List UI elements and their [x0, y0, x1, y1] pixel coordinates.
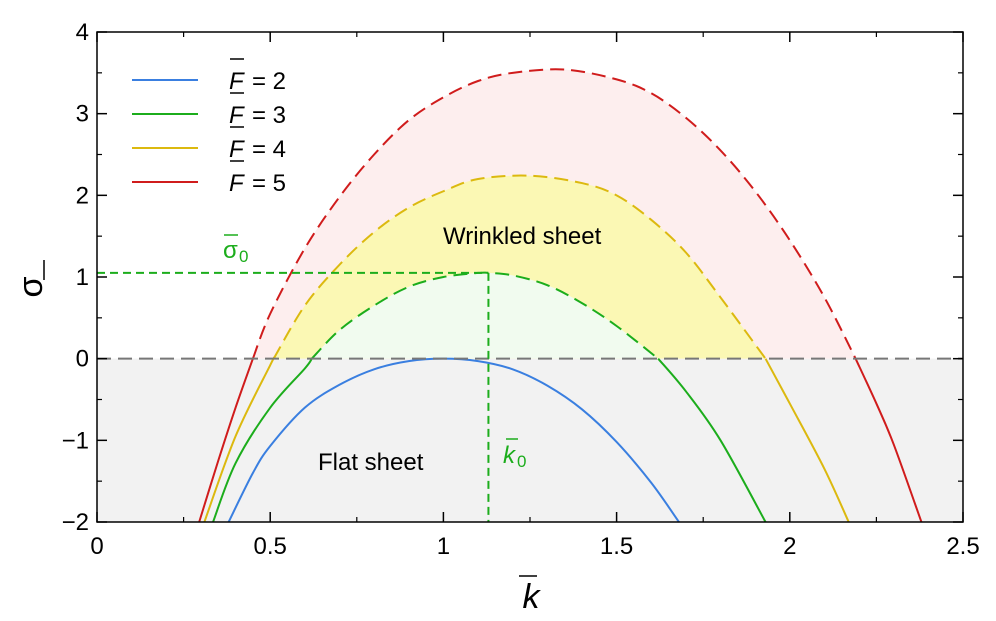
legend-variable: F [229, 170, 245, 197]
reference-lines [97, 271, 963, 522]
y-tick-label: 0 [76, 346, 89, 373]
legend-item: F = 4 [132, 126, 286, 163]
series-line-2-right [764, 358, 850, 523]
x-tick-label: 0.5 [254, 533, 287, 560]
x-axis-label-text: k [523, 578, 542, 616]
sigma0-symbol: σ [223, 237, 238, 264]
legend-item: F = 2 [132, 58, 286, 95]
x-tick-label: 2.5 [946, 533, 979, 560]
series-line-1-left [212, 358, 313, 523]
wrinkled-sheet-label: Wrinkled sheet [443, 223, 602, 250]
sigma0-subscript: 0 [239, 247, 248, 266]
legend-label: = 5 [252, 170, 286, 197]
y-axis-label-text: σ [12, 276, 50, 297]
legend-label: = 2 [252, 68, 286, 95]
x-tick-label: 1.5 [600, 533, 633, 560]
x-axis-label: k [519, 575, 542, 616]
k0-label: k 0 [503, 438, 526, 471]
series-line-3-dashed [251, 68, 857, 360]
series-line-3-right [854, 358, 923, 523]
x-tick-label: 2 [783, 533, 796, 560]
legend-label: = 4 [252, 136, 286, 163]
flat-sheet-label: Flat sheet [318, 449, 424, 476]
k0-symbol: k [503, 442, 517, 469]
series-line-2-dashed [272, 174, 767, 360]
legend-label: = 3 [252, 102, 286, 129]
legend-variable: F [229, 136, 245, 163]
y-tick-label: 4 [76, 19, 89, 46]
k0-subscript: 0 [517, 452, 526, 471]
sigma0-label: σ 0 [223, 234, 248, 266]
series-line-3-left [198, 358, 254, 523]
y-tick-label: −2 [62, 509, 89, 536]
y-tick-label: 2 [76, 182, 89, 209]
green-region-fill [311, 272, 659, 359]
legend-item: F = 3 [132, 92, 286, 129]
flat-region-fill [97, 358, 963, 522]
legend-item: F = 5 [132, 160, 286, 197]
x-tick-label: 1 [437, 533, 450, 560]
region-fills [97, 69, 963, 522]
x-tick-label: 0 [90, 533, 103, 560]
legend-variable: F [229, 68, 245, 95]
legend: F = 2 F = 3 F = 4 F = 5 [132, 58, 286, 197]
y-tick-label: 3 [76, 101, 89, 128]
y-tick-label: 1 [76, 264, 89, 291]
series-line-1-dashed [311, 271, 659, 360]
axis-ticks: 0 0.5 1 1.5 2 2.5 −2 −1 0 1 2 3 4 [62, 19, 980, 560]
legend-variable: F [229, 102, 245, 129]
y-axis-label: σ [12, 260, 50, 297]
y-tick-label: −1 [62, 427, 89, 454]
series-line-1-right [657, 358, 767, 523]
